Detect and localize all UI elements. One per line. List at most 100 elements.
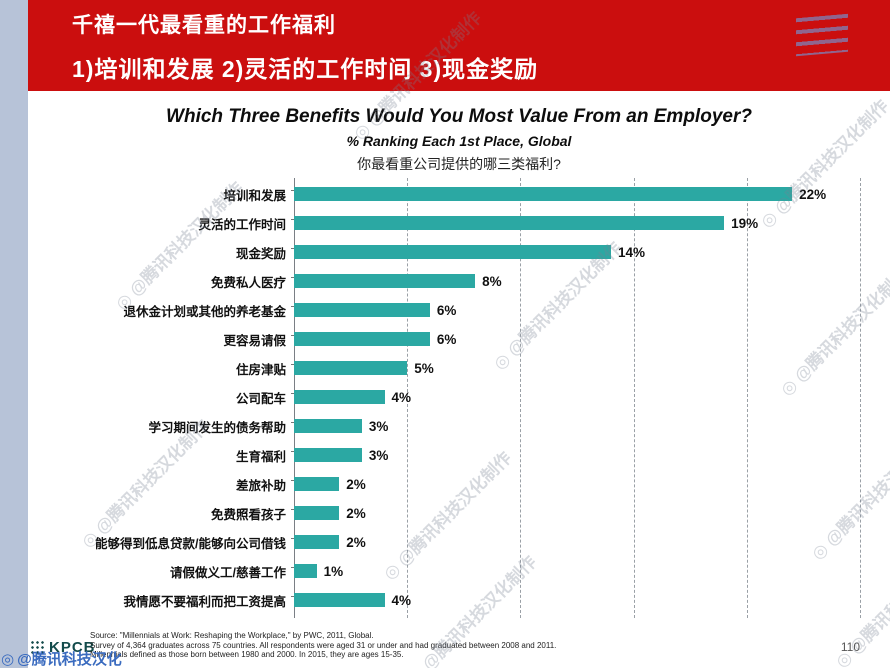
bar-value-label: 3% [368,418,389,434]
bar-track: 22% [294,186,860,202]
source-line: Survey of 4,364 graduates across 75 coun… [90,640,557,650]
bar-category-label: 公司配车 [235,391,286,406]
source-line: Millennials defined as those born betwee… [90,650,404,659]
kpcb-logo: KPCB [30,639,96,656]
bar-row: 我情愿不要福利而把工资提高 4% [30,586,860,614]
bar-category-label: 我情愿不要福利而把工资提高 [123,594,286,609]
header-subtitle: 1)培训和发展 2)灵活的工作时间 3)现金奖励 [72,56,539,82]
bar-track: 14% [294,244,860,260]
bar-track: 3% [294,447,860,463]
bar [294,187,793,201]
gridline [407,178,409,618]
bar-category-label: 请假做义工/慈善工作 [170,565,286,580]
bar-row: 免费照看孩子 2% [30,499,860,527]
bar [294,390,385,404]
bar-track: 8% [294,273,860,289]
bar-value-label: 8% [482,273,502,289]
bar-value-label: 2% [346,505,366,521]
bar-chart: 培训和发展 22% 灵活的工作时间 19% 现金奖励 14% 免费私人医疗 8% 退休金计划或其… [30,178,861,618]
bar-track: 1% [294,563,860,579]
bar-category-label: 差旅补助 [235,478,286,493]
bar-track: 2% [294,505,860,521]
bar-row: 现金奖励 14% [30,238,860,266]
bar-row: 住房津贴 5% [30,354,860,382]
bar-value-label: 6% [436,302,457,318]
bar-row: 能够得到低息贷款/能够向公司借钱 2% [30,528,860,556]
watermark-bottom-left: ◎ @腾讯科技汉化 [1,648,122,668]
bar-track: 5% [294,360,860,376]
bar-value-label: 22% [799,186,827,202]
bar-value-label: 1% [323,563,344,579]
bar-value-label: 19% [731,215,759,231]
bar-track: 2% [294,534,860,550]
bar-value-label: 5% [414,360,434,376]
bar-value-label: 3% [368,447,389,463]
bar [294,448,362,462]
bar [294,477,340,491]
bar-value-label: 4% [391,592,412,608]
bar-track: 19% [294,215,860,231]
gridline [520,178,522,618]
title-block: Which Three Benefits Would You Most Valu… [28,106,890,174]
bar-track: 6% [294,331,860,347]
bar-track: 4% [294,389,860,405]
bar-value-label: 2% [346,476,366,492]
left-strip [0,0,28,668]
bar [294,216,725,230]
bar-category-label: 生育福利 [235,449,286,464]
bar [294,419,362,433]
gridline [860,178,861,618]
bar-category-label: 培训和发展 [223,188,286,203]
bar [294,245,611,259]
bar-row: 灵活的工作时间 19% [30,209,860,237]
bar-category-label: 灵活的工作时间 [198,217,286,232]
chart-subtitle-cn: 你最看重公司提供的哪三类福利? [357,156,561,172]
bar-category-label: 更容易请假 [223,333,286,348]
bar-row: 免费私人医疗 8% [30,267,860,295]
chart-title: Which Three Benefits Would You Most Valu… [166,106,752,127]
bar-row: 差旅补助 2% [30,470,860,498]
bar-category-label: 住房津贴 [235,362,286,377]
bar [294,564,317,578]
bar-row: 请假做义工/慈善工作 1% [30,557,860,585]
bar-track: 3% [294,418,860,434]
bar [294,535,340,549]
bar-row: 培训和发展 22% [30,180,860,208]
bar [294,303,430,317]
bar-category-label: 学习期间发生的债务帮助 [148,420,286,435]
chart-subtitle: % Ranking Each 1st Place, Global [346,133,572,149]
bar [294,593,385,607]
bar [294,332,430,346]
watermark-corner-text: @腾讯科技汉化 [17,651,122,668]
bar [294,361,408,375]
bar-category-label: 退休金计划或其他的养老基金 [123,304,286,319]
bar [294,506,340,520]
watermark-logo-icon: ◎ [1,651,15,668]
source-line: Source: "Millennials at Work: Reshaping … [90,631,374,640]
kpcb-logo-icon [30,640,45,655]
bar-track: 4% [294,592,860,608]
source-text: Source: "Millennials at Work: Reshaping … [90,631,556,660]
bar [294,274,476,288]
bar-value-label: 2% [346,534,366,550]
bar-category-label: 免费照看孩子 [210,507,286,522]
bar-category-label: 能够得到低息贷款/能够向公司借钱 [95,536,286,551]
kpcb-logo-text: KPCB [49,639,96,656]
header-title: 千禧一代最看重的工作福利 [72,14,336,37]
bar-value-label: 6% [436,331,457,347]
bar-row: 学习期间发生的债务帮助 3% [30,412,860,440]
header-banner: 千禧一代最看重的工作福利 1)培训和发展 2)灵活的工作时间 3)现金奖励 [28,0,890,91]
bar-category-label: 现金奖励 [235,246,286,261]
bar-track: 2% [294,476,860,492]
bar-value-label: 4% [391,389,412,405]
gridline [746,178,748,618]
bar-row: 生育福利 3% [30,441,860,469]
bar-category-label: 免费私人医疗 [210,275,286,290]
bar-track: 6% [294,302,860,318]
bar-row: 公司配车 4% [30,383,860,411]
watermark-logo-icon [796,13,848,57]
bar-value-label: 14% [617,244,645,260]
bar-row: 退休金计划或其他的养老基金 6% [30,296,860,324]
page-number: 110 [840,640,860,654]
